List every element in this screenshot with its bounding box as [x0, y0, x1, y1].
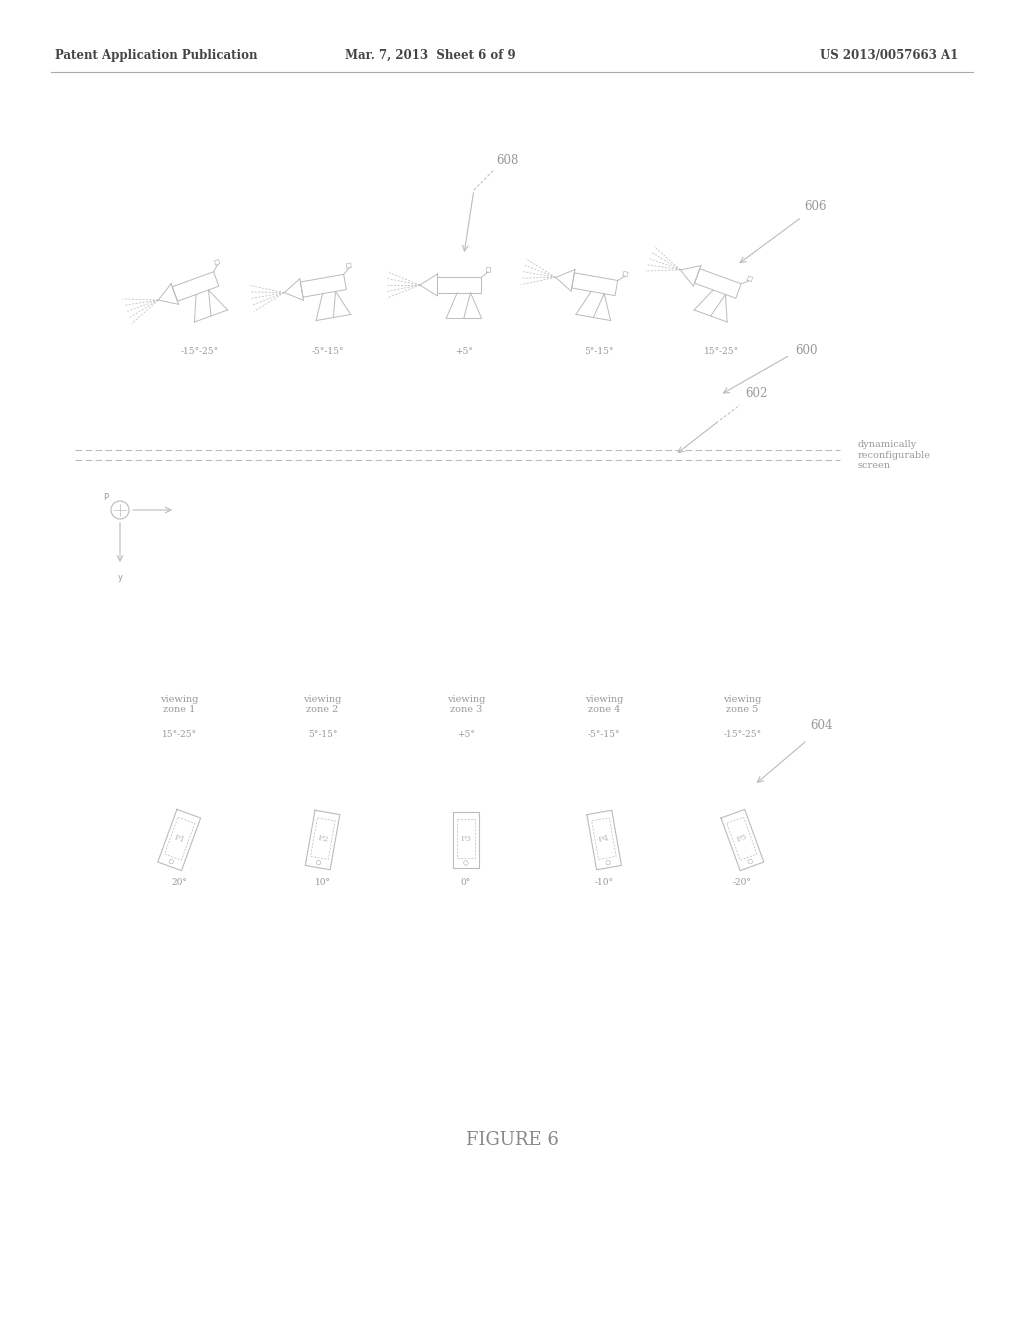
- Text: P5: P5: [735, 833, 749, 845]
- Text: -20°: -20°: [733, 878, 752, 887]
- Text: dynamically
reconfigurable
screen: dynamically reconfigurable screen: [858, 440, 931, 470]
- Text: viewing
zone 1: viewing zone 1: [160, 696, 199, 714]
- Text: 0°: 0°: [461, 878, 471, 887]
- Text: -15°-25°: -15°-25°: [180, 347, 219, 356]
- Text: +5°: +5°: [455, 347, 473, 356]
- Text: -5°-15°: -5°-15°: [311, 347, 344, 356]
- Text: viewing
zone 3: viewing zone 3: [446, 696, 485, 714]
- Text: P4: P4: [598, 834, 610, 843]
- Text: 600: 600: [795, 343, 817, 356]
- Text: viewing
zone 2: viewing zone 2: [303, 696, 342, 714]
- Text: P: P: [103, 494, 109, 503]
- Text: 10°: 10°: [314, 878, 331, 887]
- Text: 15°-25°: 15°-25°: [162, 730, 197, 739]
- Text: 604: 604: [810, 719, 833, 733]
- Text: Patent Application Publication: Patent Application Publication: [55, 49, 257, 62]
- Text: 608: 608: [496, 154, 518, 168]
- Text: 602: 602: [745, 387, 767, 400]
- Text: 606: 606: [804, 201, 826, 213]
- Text: viewing
zone 4: viewing zone 4: [585, 696, 624, 714]
- Text: FIGURE 6: FIGURE 6: [466, 1131, 558, 1148]
- Text: P1: P1: [173, 833, 186, 845]
- Text: viewing
zone 5: viewing zone 5: [723, 696, 762, 714]
- Text: 20°: 20°: [171, 878, 187, 887]
- Text: -5°-15°: -5°-15°: [588, 730, 621, 739]
- Text: y: y: [118, 573, 123, 582]
- Text: US 2013/0057663 A1: US 2013/0057663 A1: [820, 49, 958, 62]
- Text: -10°: -10°: [595, 878, 613, 887]
- Text: 15°-25°: 15°-25°: [705, 347, 739, 356]
- Text: 5°-15°: 5°-15°: [308, 730, 337, 739]
- Text: -15°-25°: -15°-25°: [723, 730, 762, 739]
- Text: Mar. 7, 2013  Sheet 6 of 9: Mar. 7, 2013 Sheet 6 of 9: [345, 49, 515, 62]
- Text: 5°-15°: 5°-15°: [585, 347, 613, 356]
- Text: P2: P2: [316, 834, 329, 843]
- Text: +5°: +5°: [457, 730, 475, 739]
- Text: P3: P3: [461, 834, 471, 842]
